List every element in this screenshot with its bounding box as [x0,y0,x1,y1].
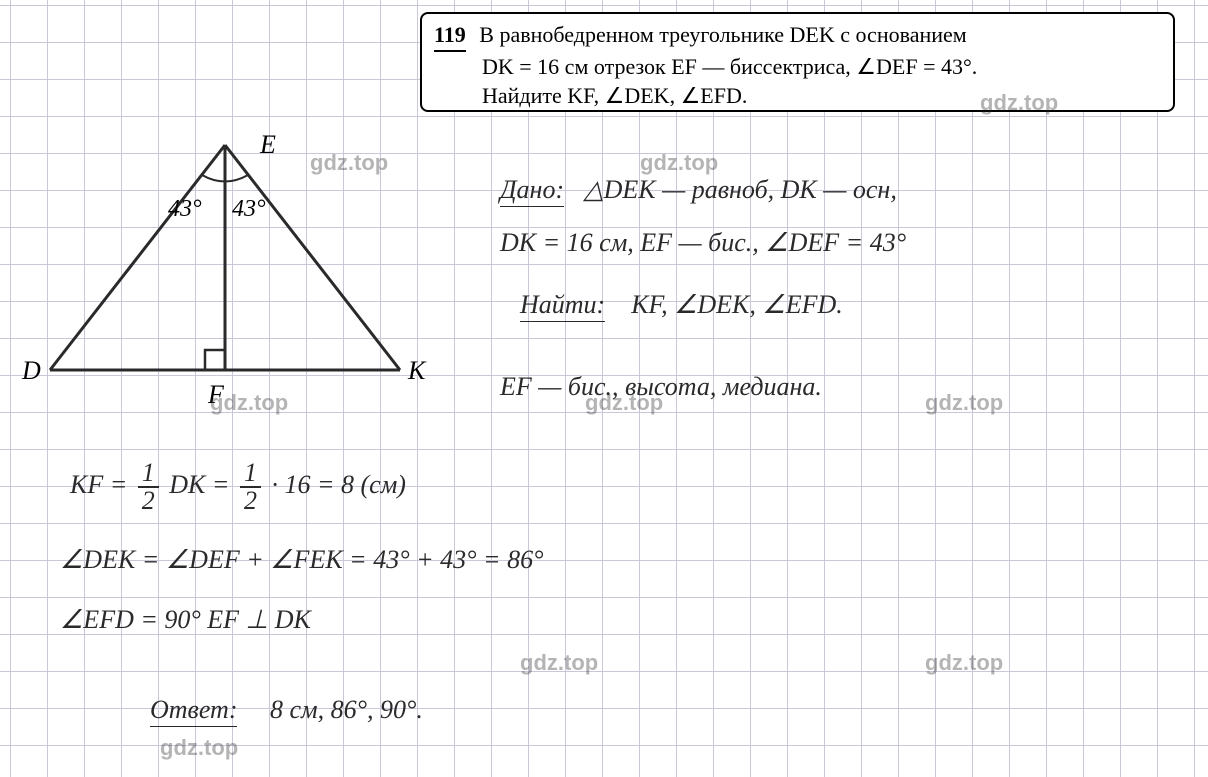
problem-number: 119 [434,20,466,52]
solution-ef-props: EF — бис., высота, медиана. [500,372,822,402]
vertex-label-e: E [260,130,276,160]
solution-kf: KF = 12 DK = 12 · 16 = 8 (см) [70,460,406,514]
vertex-label-f: F [208,380,224,410]
angle-left-label: 43° [168,196,202,223]
problem-line-1: В равнобедренном треугольнике DEK с осно… [479,22,966,47]
triangle-svg [30,140,410,420]
given-line-2: DK = 16 см, EF — бис., ∠DEF = 43° [500,228,906,258]
solution-efd: ∠EFD = 90° EF ⊥ DK [60,605,311,635]
vertex-label-d: D [22,356,41,386]
triangle-diagram: E D K F 43° 43° [30,140,410,420]
angle-right-label: 43° [232,196,266,223]
problem-statement-box: 119 В равнобедренном треугольнике DEK с … [420,12,1175,112]
find-section: Найти: KF, ∠DEK, ∠EFD. [520,290,843,320]
problem-line-2: DK = 16 см отрезок EF — биссектриса, ∠DE… [482,54,977,79]
answer-line: Ответ: 8 см, 86°, 90°. [150,695,423,725]
problem-line-3: Найдите KF, ∠DEK, ∠EFD. [482,83,747,108]
solution-dek: ∠DEK = ∠DEF + ∠FEK = 43° + 43° = 86° [60,545,544,575]
vertex-label-k: K [408,356,425,386]
given-label: Дано: △DEK — равноб, DK — осн, [500,175,897,205]
